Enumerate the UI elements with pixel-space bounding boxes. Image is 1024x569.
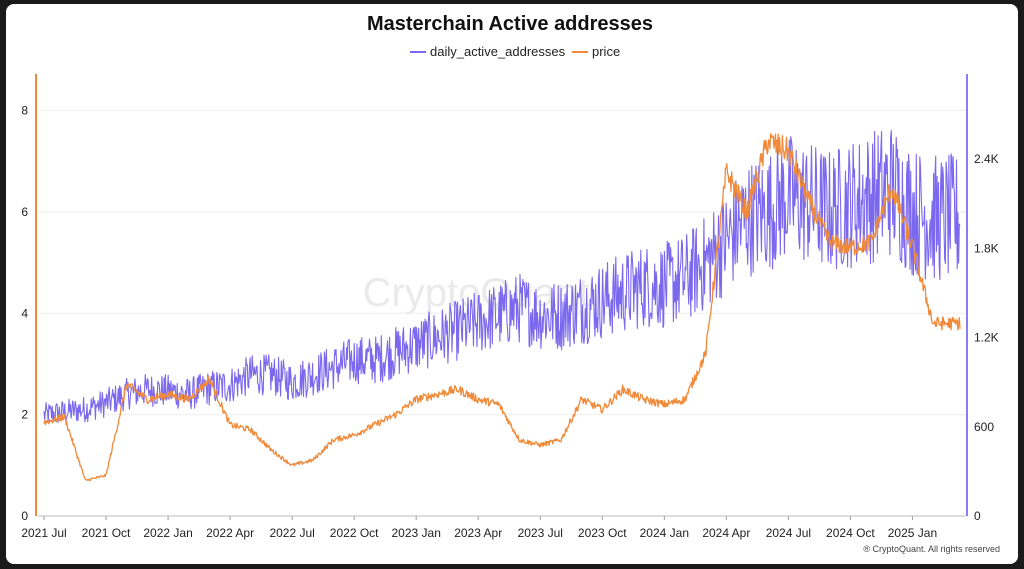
x-tick-label: 2024 Jan [640,526,689,540]
x-tick-label: 2022 Jan [143,526,192,540]
left-tick-label: 8 [21,104,28,118]
tick-labels: 0 2 4 6 8 0 600 1.2K 1.8K 2.4K 2021 Jul 2021 Oct 202… [21,104,998,540]
x-tick-label: 2022 Oct [330,526,379,540]
left-tick-label: 0 [21,509,28,523]
x-tick-label: 2024 Oct [826,526,875,540]
right-tick-label: 2.4K [974,152,999,166]
x-tick-label: 2023 Jan [391,526,440,540]
right-tick-label: 600 [974,420,994,434]
left-tick-label: 6 [21,205,28,219]
left-tick-label: 2 [21,408,28,422]
x-tick-label: 2022 Jul [269,526,314,540]
left-tick-label: 4 [21,306,28,320]
right-tick-label: 1.8K [974,241,999,255]
chart-card: CryptoQuant Masterchain Active addresses… [6,4,1018,564]
series-layer [43,130,961,482]
series-line-price[interactable] [43,133,961,482]
legend[interactable]: daily_active_addresses price [410,44,620,59]
legend-label-price[interactable]: price [592,44,620,59]
credit-text: ® CryptoQuant. All rights reserved [863,544,1000,554]
legend-label-daily-active-addresses[interactable]: daily_active_addresses [430,44,566,59]
axes [35,74,968,520]
x-tick-label: 2023 Jul [518,526,563,540]
x-tick-label: 2023 Apr [454,526,502,540]
chart-title: Masterchain Active addresses [367,13,653,35]
x-tick-label: 2022 Apr [206,526,254,540]
x-tick-label: 2021 Oct [82,526,131,540]
watermark: CryptoQuant [363,271,590,315]
right-tick-label: 0 [974,509,981,523]
x-tick-label: 2024 Jul [766,526,811,540]
chart-svg: CryptoQuant Masterchain Active addresses… [21,13,1000,554]
x-tick-label: 2021 Jul [21,526,66,540]
x-tick-label: 2025 Jan [888,526,937,540]
x-tick-label: 2024 Apr [702,526,750,540]
right-tick-label: 1.2K [974,331,999,345]
x-tick-label: 2023 Oct [578,526,627,540]
